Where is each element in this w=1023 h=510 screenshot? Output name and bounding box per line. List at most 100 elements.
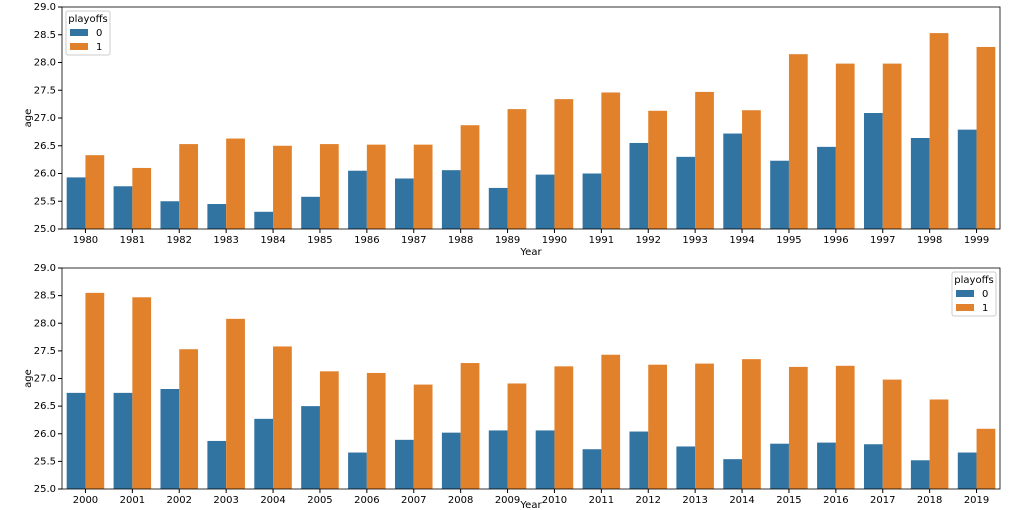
- y-tick-label: 25.5: [34, 196, 56, 207]
- x-tick-label: 2003: [213, 495, 238, 506]
- x-tick-label: 1996: [823, 235, 848, 246]
- bar: [226, 318, 245, 489]
- bar: [507, 383, 527, 489]
- x-tick-label: 2014: [729, 495, 754, 506]
- legend-label: 1: [96, 42, 102, 53]
- bar: [160, 388, 180, 489]
- bar: [507, 109, 527, 229]
- bar: [226, 138, 245, 229]
- y-tick-label: 27.5: [34, 85, 56, 96]
- x-tick-label: 1987: [401, 235, 426, 246]
- bar: [273, 346, 292, 489]
- bar: [394, 178, 414, 229]
- bar: [554, 99, 574, 229]
- bar: [85, 155, 105, 229]
- x-tick-label: 2010: [542, 495, 567, 506]
- bar: [460, 363, 480, 489]
- bar: [441, 432, 461, 489]
- x-tick-label: 1985: [307, 235, 332, 246]
- bar: [348, 170, 367, 229]
- x-axis-label: Year: [519, 500, 542, 510]
- legend-swatch: [70, 29, 88, 36]
- x-tick-label: 2009: [495, 495, 520, 506]
- bar: [132, 167, 152, 229]
- x-tick-label: 1981: [120, 235, 145, 246]
- x-tick-label: 1998: [917, 235, 942, 246]
- bar: [554, 366, 574, 489]
- y-tick-label: 27.5: [34, 346, 56, 357]
- bar: [319, 144, 339, 229]
- x-tick-label: 2013: [682, 495, 707, 506]
- bar: [695, 363, 714, 489]
- bar: [66, 177, 86, 229]
- x-tick-label: 2001: [120, 495, 145, 506]
- x-tick-label: 1994: [729, 235, 754, 246]
- x-tick-label: 1984: [260, 235, 285, 246]
- y-tick-label: 26.0: [34, 169, 56, 180]
- bar: [976, 46, 996, 230]
- legend-swatch: [956, 290, 974, 297]
- bar: [929, 33, 949, 230]
- legend-swatch: [956, 304, 974, 311]
- bar: [132, 297, 152, 489]
- bar: [207, 440, 227, 489]
- bar: [273, 145, 292, 229]
- bar: [488, 430, 508, 489]
- bar: [460, 125, 480, 229]
- bar: [648, 364, 668, 489]
- y-tick-label: 25.5: [34, 456, 56, 467]
- bar: [788, 54, 808, 229]
- y-tick-label: 28.0: [34, 58, 56, 69]
- bar: [676, 446, 696, 489]
- bar: [319, 371, 339, 489]
- bar: [66, 392, 86, 489]
- bar: [207, 204, 227, 229]
- bar: [394, 439, 414, 489]
- y-tick-label: 29.0: [34, 263, 56, 274]
- legend-label: 0: [96, 28, 102, 39]
- bar: [957, 129, 977, 229]
- bar: [535, 430, 555, 489]
- x-tick-label: 1990: [542, 235, 567, 246]
- bar: [160, 201, 180, 229]
- x-tick-label: 1993: [682, 235, 707, 246]
- legend: playoffs 0 1: [65, 10, 111, 56]
- x-tick-label: 1989: [495, 235, 520, 246]
- x-tick-label: 2016: [823, 495, 848, 506]
- bar: [770, 160, 789, 229]
- bar: [254, 211, 274, 229]
- x-tick-label: 1995: [776, 235, 801, 246]
- bar: [929, 399, 949, 489]
- bar: [882, 379, 902, 489]
- y-tick-label: 28.5: [34, 291, 56, 302]
- y-tick-label: 26.0: [34, 429, 56, 440]
- bar: [413, 384, 433, 489]
- bar: [488, 187, 508, 229]
- bar: [676, 156, 696, 229]
- bar: [882, 63, 902, 229]
- x-tick-label: 1997: [870, 235, 895, 246]
- x-tick-label: 2017: [870, 495, 895, 506]
- bar: [863, 444, 883, 489]
- bar: [535, 174, 555, 229]
- y-tick-label: 26.5: [34, 401, 56, 412]
- x-tick-label: 2005: [307, 495, 332, 506]
- y-tick-label: 25.0: [34, 224, 56, 235]
- x-tick-label: 2006: [354, 495, 379, 506]
- plot-frame: [61, 6, 1001, 230]
- legend-swatch: [70, 43, 88, 50]
- legend-label: 0: [982, 289, 988, 300]
- x-tick-label: 2018: [917, 495, 942, 506]
- bar: [863, 113, 883, 229]
- bar: [254, 418, 274, 489]
- x-tick-label: 2007: [401, 495, 426, 506]
- x-tick-label: 2011: [589, 495, 614, 506]
- bar: [957, 452, 977, 489]
- x-tick-label: 1991: [589, 235, 614, 246]
- bar: [441, 170, 461, 229]
- y-tick-label: 28.0: [34, 318, 56, 329]
- bar: [910, 137, 930, 229]
- bar: [648, 110, 668, 229]
- bar: [179, 144, 199, 229]
- bar: [301, 406, 320, 489]
